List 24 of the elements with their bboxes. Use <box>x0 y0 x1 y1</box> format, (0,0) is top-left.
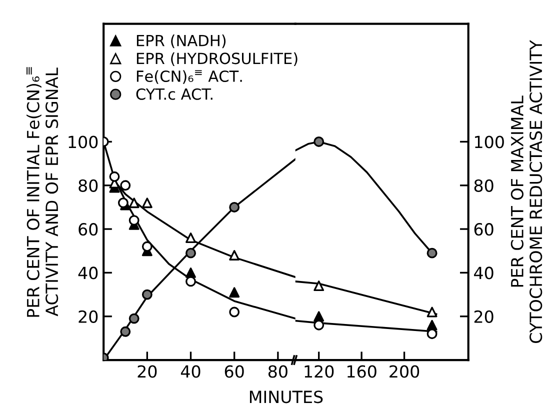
y-axis-title: PER CENT OF INITIAL Fe(CN)₆$^{≡}$ ACTIVITY AND OF EPR SIGNAL <box>26 67 58 317</box>
x-axis-title: MINUTES <box>250 390 323 404</box>
y2-axis-title: PER CENT OF MAXIMAL CYTOCHROME REDUCTASE ACTIVITY <box>510 40 542 343</box>
x-tick-label: 40 <box>180 365 200 378</box>
y-tick-label: 80 <box>78 179 98 192</box>
x-tick-label: 60 <box>224 365 244 378</box>
x-tick-label: 160 <box>347 365 376 378</box>
y2-tick-label: 80 <box>474 179 494 192</box>
y-tick-label: 100 <box>68 136 98 148</box>
x-tick-label: 120 <box>304 365 334 378</box>
legend-label: EPR (HYDROSULFITE) <box>136 52 298 66</box>
legend-label: EPR (NADH) <box>136 34 226 48</box>
y2-tick-label: 40 <box>474 266 494 280</box>
x-tick-label: 20 <box>138 365 157 378</box>
y-tick-label: 40 <box>78 266 98 280</box>
y-tick-label: 60 <box>78 223 98 236</box>
x-tick-label: 200 <box>390 365 420 378</box>
y2-tick-label: 100 <box>475 136 504 148</box>
y-tick-label: 20 <box>78 310 98 323</box>
legend-label: CYT.c ACT. <box>136 88 212 100</box>
x-tick-label: 80 <box>268 365 288 378</box>
legend-label: Fe(CN)₆$^{≡}$ ACT. <box>136 70 242 84</box>
y2-tick-label: 20 <box>474 310 494 323</box>
y2-tick-label: 60 <box>474 223 494 236</box>
